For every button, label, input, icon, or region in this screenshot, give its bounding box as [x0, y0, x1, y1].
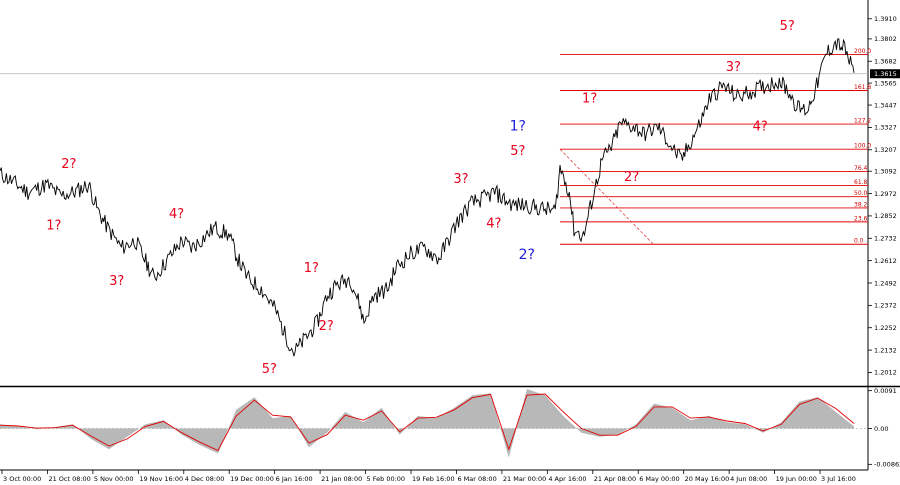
fib-level-label: 200.0 [854, 48, 871, 55]
trend-line-segment [559, 148, 654, 245]
price-series [0, 38, 855, 357]
wave-label: 1? [304, 261, 319, 276]
wave-label: 2? [624, 170, 639, 185]
price-tick-label: 1.3092 [874, 167, 897, 175]
time-tick-label: 4 Dec 08:00 [185, 475, 225, 483]
time-tick-label: 6 May 00:00 [639, 475, 679, 483]
time-tick-label: 5 Nov 00:00 [94, 475, 134, 483]
fib-level-label: 76.4 [854, 165, 868, 172]
wave-label: 4? [169, 207, 184, 222]
oscillator-histogram [0, 389, 854, 458]
time-tick-label: 5 Feb 00:00 [367, 475, 406, 483]
price-tick-label: 1.3565 [874, 79, 897, 87]
time-tick-label: 4 Jun 08:00 [730, 475, 767, 483]
oscillator-tick-label: -0.00862 [874, 461, 900, 469]
time-tick-label: 19 Nov 16:00 [139, 475, 183, 483]
price-tick-label: 1.2612 [874, 257, 897, 265]
time-tick-label: 21 Apr 08:00 [594, 475, 636, 483]
wave-labels: 2? 1? 3? 4? 5? 1? 2? 3? 4? 5? 1? 2? 1? 2? 3? 4? 5? [46, 19, 794, 377]
wave-label: 3? [109, 274, 124, 289]
current-price-badge: 1.3615 [870, 69, 900, 79]
time-tick-label: 21 Mar 00:00 [503, 475, 546, 483]
time-tick-label: 6 Jan 16:00 [276, 475, 313, 483]
time-tick-label: 19 Feb 16:00 [412, 475, 455, 483]
fibonacci-levels: 0.0 23.6 38.2 50.0 61.8 76.4 100.0 127.2 161.8 20… [560, 48, 871, 245]
fib-level-label: 38.2 [854, 201, 868, 208]
price-tick-label: 1.2132 [874, 346, 897, 354]
price-tick-label: 1.2252 [874, 324, 897, 332]
fib-level-label: 50.0 [854, 190, 868, 197]
wave-label: 2? [319, 319, 334, 334]
price-tick-label: 1.2492 [874, 279, 897, 287]
oscillator-tick-label: 0.0091 [874, 387, 897, 395]
time-tick-label: 19 Jun 00:00 [776, 475, 817, 483]
fib-level-label: 127.2 [854, 118, 871, 125]
wave-label: 1? [510, 119, 526, 135]
price-line [0, 38, 855, 357]
oscillator-pane [0, 389, 868, 458]
oscillator-signal-line [0, 393, 855, 452]
wave-label: 4? [753, 120, 768, 135]
price-tick-label: 1.2012 [874, 369, 897, 377]
price-tick-label: 1.3802 [874, 35, 897, 43]
price-tick-label: 1.3327 [874, 124, 897, 132]
wave-label: 2? [61, 157, 76, 172]
price-tick-label: 1.2852 [874, 212, 897, 220]
price-tick-label: 1.3207 [874, 146, 897, 154]
wave-label: 5? [510, 144, 525, 159]
wave-label: 4? [486, 216, 501, 231]
trend-line [559, 148, 654, 245]
time-tick-label: 4 Apr 16:00 [548, 475, 586, 483]
time-tick-label: 3 Jul 16:00 [821, 475, 856, 483]
price-tick-label: 1.2372 [874, 302, 897, 310]
oscillator-tick-label: 0.00 [874, 425, 888, 433]
price-axis-ticks: 1.3910 1.3802 1.3682 1.3565 1.3447 1.3327 1.32… [868, 15, 897, 377]
wave-label: 5? [262, 362, 277, 377]
time-tick-label: 3 Oct 00:00 [3, 475, 41, 483]
time-tick-label: 21 Oct 08:00 [48, 475, 90, 483]
fib-level-label: 161.8 [854, 84, 871, 91]
wave-label: 3? [726, 60, 741, 75]
time-tick-label: 21 Jan 08:00 [321, 475, 362, 483]
current-price-badge-label: 1.3615 [874, 70, 897, 78]
fib-level-label: 61.8 [854, 179, 868, 186]
price-tick-label: 1.3682 [874, 58, 897, 66]
wave-label: 1? [46, 218, 61, 233]
fib-level-label: 0.0 [854, 238, 864, 245]
wave-label: 1? [582, 92, 597, 107]
fib-level-label: 100.0 [854, 143, 871, 150]
time-axis-ticks: 3 Oct 00:00 21 Oct 08:00 5 Nov 00:00 19 Nov… [1, 470, 856, 483]
price-tick-label: 1.3910 [874, 15, 897, 23]
current-price-badge-box [870, 69, 900, 79]
wave-label: 3? [453, 172, 468, 187]
fib-level-label: 23.6 [854, 215, 868, 222]
time-tick-label: 6 Mar 08:00 [457, 475, 496, 483]
price-tick-label: 1.3447 [874, 101, 897, 109]
wave-label: 5? [780, 19, 795, 34]
wave-label: 2? [519, 247, 535, 263]
oscillator-axis-ticks: 0.0091 0.00 -0.00862 [868, 387, 900, 469]
time-tick-label: 20 May 16:00 [685, 475, 730, 483]
price-tick-label: 1.2972 [874, 190, 897, 198]
time-tick-label: 19 Dec 00:00 [230, 475, 274, 483]
price-tick-label: 1.2732 [874, 235, 897, 243]
